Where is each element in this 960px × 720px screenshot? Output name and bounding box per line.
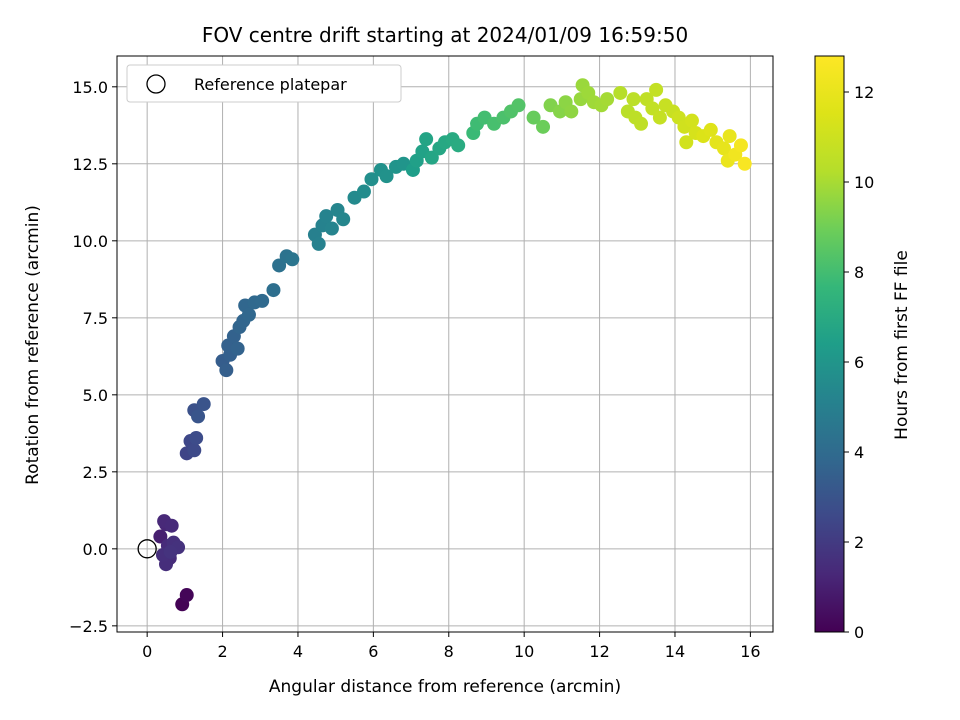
data-point (272, 258, 287, 273)
data-point (645, 101, 660, 116)
y-axis-label: Rotation from reference (arcmin) (23, 205, 43, 485)
x-tick-label: 14 (665, 642, 685, 661)
data-point (536, 119, 551, 134)
data-point (356, 184, 371, 199)
data-point (451, 138, 466, 153)
data-point (379, 169, 394, 184)
data-points (153, 78, 752, 612)
y-tick-label: 15.0 (72, 78, 108, 97)
colorbar-label: Hours from first FF file (892, 250, 912, 440)
y-tick-label: 7.5 (83, 309, 108, 328)
x-tick-label: 6 (368, 642, 378, 661)
chart-title: FOV centre drift starting at 2024/01/09 … (202, 23, 688, 47)
y-tick-label: 5.0 (83, 386, 108, 405)
data-point (311, 236, 326, 251)
data-point (189, 430, 204, 445)
reference-platepar-marker (137, 539, 157, 559)
data-point (511, 98, 526, 113)
data-point (613, 85, 628, 100)
reference-marker-layer (137, 539, 157, 559)
x-tick-label: 10 (514, 642, 534, 661)
x-axis-ticks: 0 2 4 6 8 10 12 14 16 (142, 632, 761, 661)
data-point (600, 92, 615, 107)
data-point (634, 116, 649, 131)
data-point (153, 529, 168, 544)
data-point (164, 518, 179, 533)
data-point (684, 113, 699, 128)
y-tick-label: 10.0 (72, 232, 108, 251)
legend-open-circle-marker (146, 74, 166, 94)
data-point (419, 132, 434, 147)
data-point (716, 141, 731, 156)
plot-frame (116, 55, 774, 633)
colorbar-tick-label: 8 (854, 263, 864, 282)
y-tick-label: 12.5 (72, 155, 108, 174)
data-point (649, 82, 664, 97)
data-point (230, 341, 245, 356)
data-point (266, 283, 281, 298)
legend-label-reference-platepar: Reference platepar (194, 75, 347, 94)
data-point (564, 104, 579, 119)
data-point (163, 544, 178, 559)
data-point (285, 252, 300, 267)
data-point (324, 221, 339, 236)
legend: Reference platepar (126, 64, 402, 103)
data-point (219, 363, 234, 378)
colorbar-tick-label: 2 (854, 533, 864, 552)
data-point (241, 307, 256, 322)
data-point (319, 209, 334, 224)
y-tick-label: 2.5 (83, 463, 108, 482)
colorbar-tick-label: 4 (854, 443, 864, 462)
colorbar-tick-label: 10 (854, 173, 874, 192)
data-point (424, 150, 439, 165)
x-tick-label: 16 (740, 642, 760, 661)
data-point (526, 110, 541, 125)
data-point (191, 409, 206, 424)
data-point (187, 443, 202, 458)
data-point (364, 172, 379, 187)
data-point (722, 129, 737, 144)
legend-box (126, 64, 402, 103)
x-tick-label: 4 (293, 642, 303, 661)
x-tick-label: 0 (142, 642, 152, 661)
data-point (196, 397, 211, 412)
x-tick-label: 12 (589, 642, 609, 661)
data-point (179, 588, 194, 603)
y-tick-label: 0.0 (83, 540, 108, 559)
x-axis-label: Angular distance from reference (arcmin) (269, 677, 621, 697)
data-point (336, 212, 351, 227)
data-point (737, 156, 752, 171)
data-point (679, 135, 694, 150)
x-tick-label: 8 (444, 642, 454, 661)
colorbar-tick-label: 6 (854, 353, 864, 372)
y-tick-label: −2.5 (69, 617, 108, 636)
data-point (652, 110, 667, 125)
data-point (703, 122, 718, 137)
colorbar (814, 55, 845, 633)
colorbar-ticks: 0 2 4 6 8 10 12 (844, 83, 874, 642)
data-point (626, 92, 641, 107)
gridlines (117, 56, 773, 632)
data-point (255, 293, 270, 308)
colorbar-tick-label: 0 (854, 623, 864, 642)
colorbar-tick-label: 12 (854, 83, 874, 102)
x-tick-label: 2 (217, 642, 227, 661)
y-axis-ticks: −2.5 0.0 2.5 5.0 7.5 10.0 12.5 15.0 (69, 78, 117, 636)
data-point (733, 138, 748, 153)
